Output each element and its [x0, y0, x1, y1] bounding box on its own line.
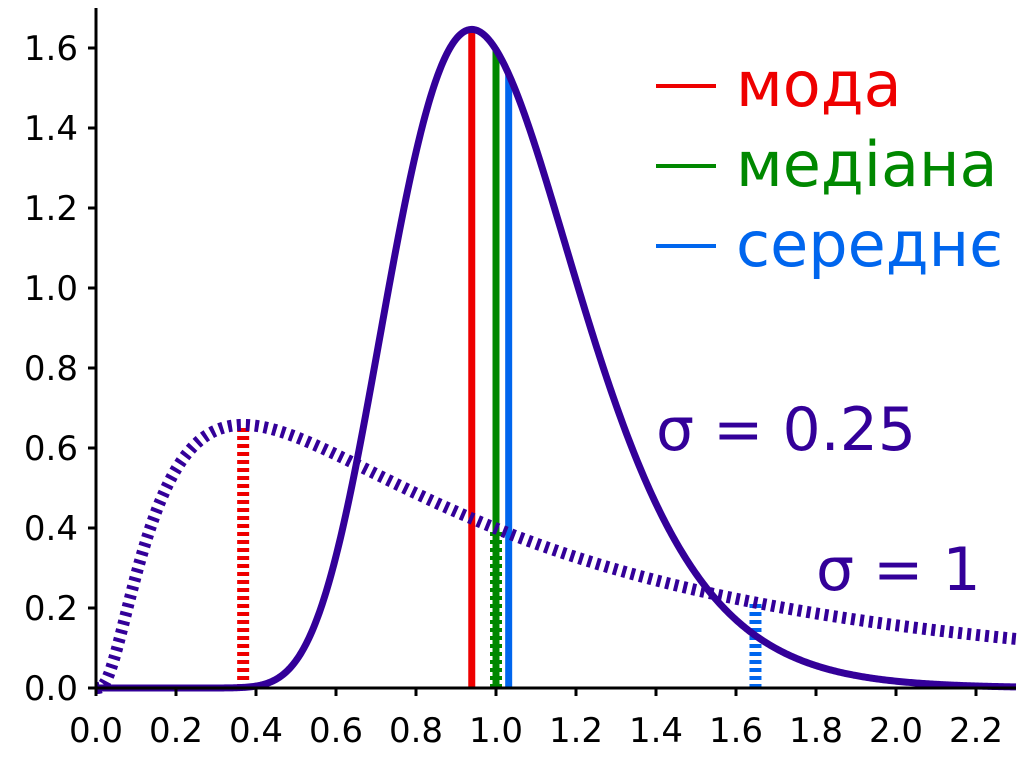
y-tick-label: 0.8 — [24, 349, 78, 389]
y-tick-label: 1.2 — [24, 189, 78, 229]
x-tick-label: 0.8 — [389, 711, 443, 751]
y-tick-label: 1.0 — [24, 269, 78, 309]
x-tick-label: 1.4 — [629, 711, 683, 751]
y-tick-label: 1.6 — [24, 29, 78, 69]
x-tick-label: 2.2 — [949, 711, 1003, 751]
y-tick-label: 0.0 — [24, 669, 78, 709]
marker-lines — [237, 29, 762, 688]
legend-label-mode: мода — [736, 48, 902, 121]
x-tick-label: 0.2 — [149, 711, 203, 751]
series-label-sigma-1: σ = 1 — [816, 535, 981, 605]
legend: мода медіана середнє — [656, 48, 1003, 281]
y-tick-label: 1.4 — [24, 109, 78, 149]
y-tick-label: 0.4 — [24, 509, 78, 549]
tick-marks: 0.0 0.2 0.4 0.6 0.8 1.0 1.2 1.4 1.6 1.8 2.0 2.2 0.0 0… — [24, 29, 1003, 751]
x-tick-label: 0.0 — [69, 711, 123, 751]
legend-label-median: медіана — [736, 128, 998, 201]
curve-sigma-1 — [91, 418, 1021, 694]
x-tick-label: 0.4 — [229, 711, 283, 751]
axes — [94, 8, 1016, 690]
y-tick-label: 0.2 — [24, 589, 78, 629]
series-label-sigma-025: σ = 0.25 — [656, 395, 916, 465]
y-tick-label: 0.6 — [24, 429, 78, 469]
x-tick-label: 0.6 — [309, 711, 363, 751]
x-tick-label: 1.2 — [549, 711, 603, 751]
x-tick-label: 1.0 — [469, 711, 523, 751]
x-tick-label: 1.6 — [709, 711, 763, 751]
x-tick-label: 1.8 — [789, 711, 843, 751]
legend-label-mean: середнє — [736, 208, 1003, 281]
x-tick-label: 2.0 — [869, 711, 923, 751]
